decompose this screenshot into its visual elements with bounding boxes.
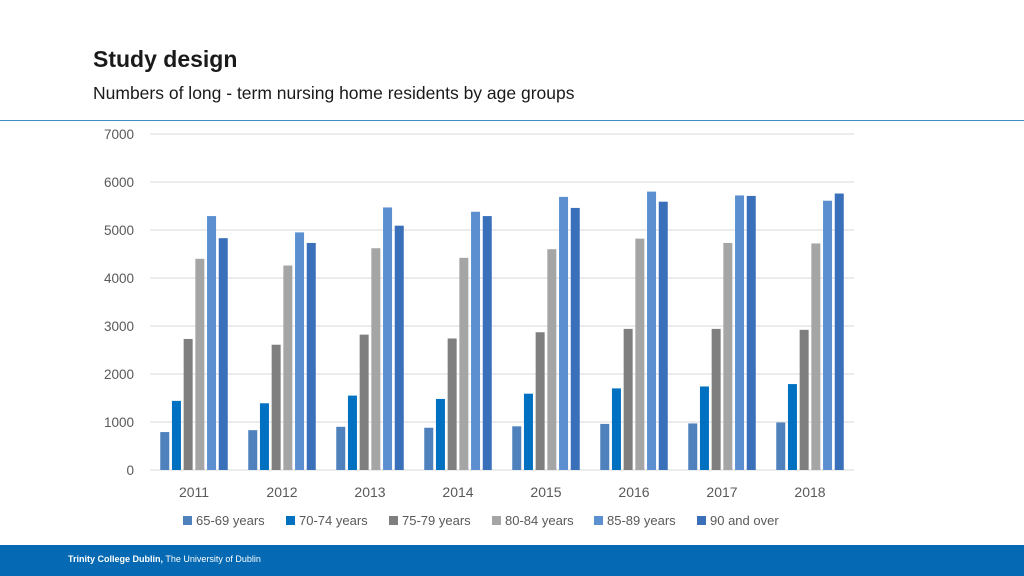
- bar: [746, 195, 756, 471]
- bar: [447, 338, 457, 470]
- bar: [207, 216, 217, 470]
- y-tick-label: 4000: [104, 271, 134, 286]
- y-tick-label: 5000: [104, 223, 134, 238]
- legend-label: 80-84 years: [505, 513, 574, 528]
- y-tick-label: 7000: [104, 127, 134, 142]
- bar: [600, 423, 610, 470]
- bar: [735, 195, 745, 470]
- x-tick-label: 2013: [354, 484, 385, 500]
- x-tick-label: 2018: [794, 484, 825, 500]
- bar: [383, 207, 393, 470]
- bar: [459, 257, 469, 470]
- bar: [535, 332, 545, 470]
- y-tick-label: 1000: [104, 415, 134, 430]
- bar: [171, 400, 181, 470]
- legend-swatch: [594, 516, 603, 525]
- bar: [435, 398, 445, 470]
- bar: [394, 225, 404, 470]
- slide-subtitle: Numbers of long - term nursing home resi…: [93, 83, 575, 103]
- legend-swatch: [389, 516, 398, 525]
- y-tick-label: 0: [126, 463, 134, 478]
- legend-label: 85-89 years: [607, 513, 676, 528]
- footer-bar: Trinity College Dublin, The University o…: [0, 545, 1024, 576]
- y-tick-label: 6000: [104, 175, 134, 190]
- bar: [336, 426, 346, 470]
- bar: [799, 329, 809, 470]
- header-divider: [0, 120, 1024, 121]
- legend-swatch: [286, 516, 295, 525]
- bar: [183, 338, 193, 470]
- bar: [723, 242, 733, 470]
- bar: [424, 427, 434, 470]
- bar: [248, 430, 258, 470]
- bar: [523, 393, 533, 470]
- x-tick-label: 2015: [530, 484, 561, 500]
- bar: [283, 265, 293, 470]
- bar: [559, 196, 569, 470]
- bar: [834, 193, 844, 470]
- bar-chart: 0 1000 2000 3000 4000 5000 6000 7000 2011 2012 201…: [104, 127, 854, 528]
- legend-swatch: [183, 516, 192, 525]
- bar: [776, 422, 786, 470]
- bar: [218, 238, 228, 470]
- legend-swatch: [697, 516, 706, 525]
- bar: [471, 211, 481, 470]
- bar: [823, 200, 833, 470]
- footer-text: Trinity College Dublin, The University o…: [68, 554, 261, 564]
- x-tick-label: 2011: [179, 484, 209, 500]
- bar: [699, 386, 709, 470]
- footer-institution: Trinity College Dublin,: [68, 554, 164, 564]
- bar: [688, 423, 698, 470]
- bar: [512, 426, 522, 470]
- legend-label: 90 and over: [710, 513, 779, 528]
- y-tick-label: 3000: [104, 319, 134, 334]
- x-tick-label: 2014: [442, 484, 473, 500]
- bar: [160, 432, 170, 470]
- footer-university: The University of Dublin: [165, 554, 261, 564]
- x-tick-label: 2012: [266, 484, 297, 500]
- bar: [635, 238, 645, 470]
- legend-label: 70-74 years: [299, 513, 368, 528]
- legend-label: 65-69 years: [196, 513, 265, 528]
- bar: [547, 249, 557, 470]
- y-tick-label: 2000: [104, 367, 134, 382]
- bar: [347, 395, 357, 470]
- bar: [787, 384, 797, 470]
- bar: [259, 403, 269, 470]
- bar: [811, 243, 821, 470]
- bar: [306, 242, 316, 470]
- bar: [570, 207, 580, 471]
- bar: [711, 328, 721, 470]
- legend-label: 75-79 years: [402, 513, 471, 528]
- bar: [647, 191, 657, 470]
- slide-title: Study design: [93, 46, 238, 72]
- bar: [482, 216, 492, 470]
- legend-swatch: [492, 516, 501, 525]
- bar: [611, 388, 621, 470]
- bar: [658, 201, 668, 470]
- x-tick-label: 2017: [706, 484, 737, 500]
- bar: [195, 258, 205, 470]
- bar: [371, 248, 381, 470]
- bar: [271, 344, 281, 470]
- bar: [295, 232, 305, 470]
- bar: [623, 328, 633, 470]
- bar: [359, 334, 369, 470]
- x-tick-label: 2016: [618, 484, 649, 500]
